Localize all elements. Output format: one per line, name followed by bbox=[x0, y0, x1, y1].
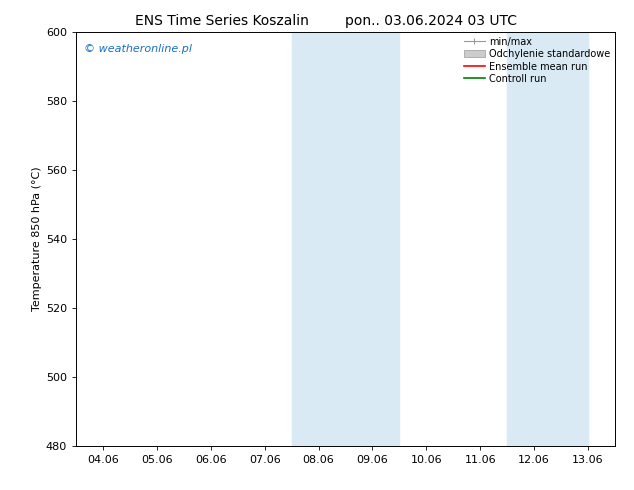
Y-axis label: Temperature 850 hPa (°C): Temperature 850 hPa (°C) bbox=[32, 167, 42, 311]
Text: © weatheronline.pl: © weatheronline.pl bbox=[84, 44, 192, 54]
Text: ENS Time Series Koszalin: ENS Time Series Koszalin bbox=[135, 14, 309, 28]
Bar bbox=[507, 32, 588, 446]
Text: pon.. 03.06.2024 03 UTC: pon.. 03.06.2024 03 UTC bbox=[345, 14, 517, 28]
Legend: min/max, Odchylenie standardowe, Ensemble mean run, Controll run: min/max, Odchylenie standardowe, Ensembl… bbox=[462, 35, 612, 86]
Bar bbox=[292, 32, 399, 446]
